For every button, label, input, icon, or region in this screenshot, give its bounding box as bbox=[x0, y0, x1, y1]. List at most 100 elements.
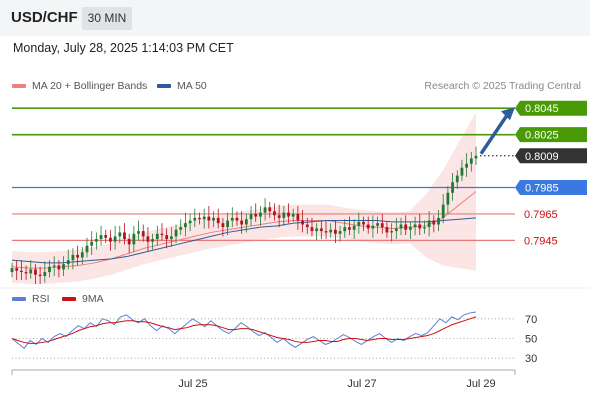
candle-body bbox=[52, 265, 56, 267]
ma50-line bbox=[11, 217, 477, 264]
level-label-0.8025: 0.8025 bbox=[525, 130, 559, 142]
candle-body bbox=[216, 217, 220, 224]
credit-text: Research © 2025 Trading Central bbox=[424, 80, 581, 92]
candle-body bbox=[174, 229, 178, 237]
candle-body bbox=[165, 235, 169, 240]
x-tick-label: Jul 27 bbox=[347, 378, 376, 390]
candle-body bbox=[66, 260, 70, 265]
candle-body bbox=[188, 220, 192, 224]
candle-body bbox=[263, 207, 267, 213]
candle-body bbox=[184, 223, 187, 228]
legend-ma50: MA 50 bbox=[157, 80, 207, 92]
candle-body bbox=[460, 167, 464, 176]
level-label-0.8045: 0.8045 bbox=[525, 103, 559, 115]
candle-body bbox=[394, 228, 398, 232]
candle-body bbox=[155, 233, 159, 240]
candle-body bbox=[141, 231, 145, 237]
rsi-level-label-30: 30 bbox=[525, 353, 537, 365]
candle-body bbox=[404, 224, 408, 230]
candle-body bbox=[291, 213, 295, 217]
candle-body bbox=[207, 216, 211, 221]
candle-body bbox=[151, 239, 154, 242]
candle-body bbox=[202, 216, 206, 220]
ma20-line bbox=[11, 191, 477, 269]
candle-body bbox=[324, 231, 328, 233]
chart-datetime: Monday, July 28, 2025 1:14:03 PM CET bbox=[13, 41, 234, 55]
candle-body bbox=[118, 232, 122, 237]
candle-body bbox=[371, 225, 375, 229]
candle-body bbox=[85, 245, 89, 253]
candle-body bbox=[99, 235, 103, 240]
candle-body bbox=[109, 237, 112, 242]
candle-body bbox=[334, 229, 337, 234]
candle-body bbox=[380, 223, 384, 228]
candle-body bbox=[113, 236, 117, 242]
rsi-label: RSI bbox=[32, 293, 50, 305]
candle-body bbox=[104, 235, 108, 238]
candle-body bbox=[212, 217, 215, 221]
candle-body bbox=[273, 211, 276, 216]
level-tag-0.8009 bbox=[515, 148, 587, 164]
timeframe-button[interactable]: 30 MIN bbox=[82, 7, 132, 30]
level-tag-0.8045 bbox=[515, 100, 587, 116]
candle-body bbox=[38, 274, 42, 277]
candle-body bbox=[34, 269, 37, 275]
candle-body bbox=[94, 239, 98, 242]
candle-body bbox=[474, 155, 478, 159]
candle-body bbox=[390, 231, 394, 233]
candle-body bbox=[319, 228, 323, 232]
candle-body bbox=[254, 213, 258, 217]
candle-body bbox=[226, 220, 229, 228]
legend-ma20: MA 20 + Bollinger Bands bbox=[12, 80, 147, 92]
chart-header: USD/CHF 30 MIN bbox=[0, 0, 590, 36]
candle-body bbox=[418, 224, 422, 229]
legend-rsi: RSI bbox=[12, 293, 50, 305]
symbol-label: USD/CHF bbox=[11, 9, 78, 26]
candle-body bbox=[179, 227, 183, 230]
level-label-0.8009: 0.8009 bbox=[525, 151, 559, 163]
candle-body bbox=[235, 217, 239, 221]
x-tick-label: Jul 29 bbox=[466, 378, 495, 390]
candle-body bbox=[315, 228, 319, 232]
candle-body bbox=[348, 227, 351, 230]
ma50-swatch bbox=[157, 84, 171, 89]
legend-rsi-ma: 9MA bbox=[62, 293, 104, 305]
candle-body bbox=[455, 175, 459, 183]
rsi-level-label-50: 50 bbox=[525, 334, 537, 346]
candle-body bbox=[62, 264, 65, 270]
rsi-swatch bbox=[12, 297, 26, 302]
candle-body bbox=[19, 270, 23, 273]
candle-body bbox=[376, 223, 379, 226]
ma20-label: MA 20 + Bollinger Bands bbox=[32, 80, 148, 92]
candle-body bbox=[432, 220, 436, 225]
candle-body bbox=[268, 207, 272, 212]
candle-body bbox=[80, 252, 84, 258]
candle-body bbox=[305, 224, 309, 228]
candle-body bbox=[329, 229, 333, 233]
candle-body bbox=[240, 220, 244, 225]
candle-body bbox=[301, 220, 304, 225]
candle-body bbox=[423, 227, 426, 229]
x-tick-label: Jul 25 bbox=[178, 378, 207, 390]
candle-body bbox=[230, 217, 234, 221]
candle-body bbox=[244, 219, 248, 225]
candle-body bbox=[310, 227, 314, 232]
candle-body bbox=[362, 221, 365, 225]
candle-body bbox=[441, 204, 445, 218]
candle-body bbox=[413, 224, 417, 228]
projection-arrow bbox=[479, 114, 509, 155]
candle-body bbox=[465, 163, 469, 168]
level-label-0.7965: 0.7965 bbox=[524, 209, 558, 221]
ma20-swatch bbox=[12, 84, 26, 89]
candle-body bbox=[221, 223, 225, 228]
candle-body bbox=[427, 220, 431, 228]
candle-body bbox=[296, 213, 300, 221]
rsi-ma-line bbox=[11, 316, 477, 344]
candle-body bbox=[385, 227, 389, 233]
candle-body bbox=[24, 272, 28, 274]
projection-arrowhead bbox=[501, 107, 515, 121]
candle-body bbox=[123, 232, 126, 240]
candle-body bbox=[343, 227, 347, 232]
candle-body bbox=[277, 215, 281, 218]
